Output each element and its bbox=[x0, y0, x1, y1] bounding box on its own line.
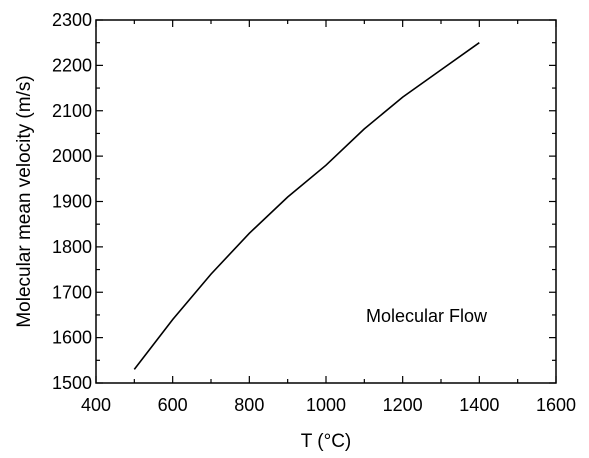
series-line bbox=[133, 42, 480, 370]
y-tick-label: 1900 bbox=[52, 192, 92, 212]
y-tick-label: 2100 bbox=[52, 101, 92, 121]
annotation-molecular-flow: Molecular Flow bbox=[366, 306, 488, 326]
y-tick-label: 1800 bbox=[52, 237, 92, 257]
y-tick-label: 1500 bbox=[52, 373, 92, 393]
y-tick-label: 1700 bbox=[52, 282, 92, 302]
y-tick-label: 1600 bbox=[52, 328, 92, 348]
x-tick-label: 1200 bbox=[383, 395, 423, 415]
x-tick-labels: 400 600 800 1000 1200 1400 1600 bbox=[81, 395, 576, 415]
y-tick-label: 2300 bbox=[52, 10, 92, 30]
x-axis-title: T (°C) bbox=[301, 431, 352, 452]
y-tick-label: 2200 bbox=[52, 55, 92, 75]
x-tick-label: 1400 bbox=[459, 395, 499, 415]
x-tick-label: 600 bbox=[158, 395, 188, 415]
y-axis-title: Molecular mean velocity (m/s) bbox=[14, 75, 35, 327]
series-group bbox=[133, 42, 480, 370]
x-tick-label: 1600 bbox=[536, 395, 576, 415]
y-tick-labels: 1500 1600 1700 1800 1900 2000 2100 2200 2300 bbox=[52, 10, 92, 393]
x-tick-label: 1000 bbox=[306, 395, 346, 415]
axis-ticks bbox=[95, 19, 557, 384]
x-tick-label: 400 bbox=[81, 395, 111, 415]
y-tick-label: 2000 bbox=[52, 146, 92, 166]
x-tick-label: 800 bbox=[234, 395, 264, 415]
